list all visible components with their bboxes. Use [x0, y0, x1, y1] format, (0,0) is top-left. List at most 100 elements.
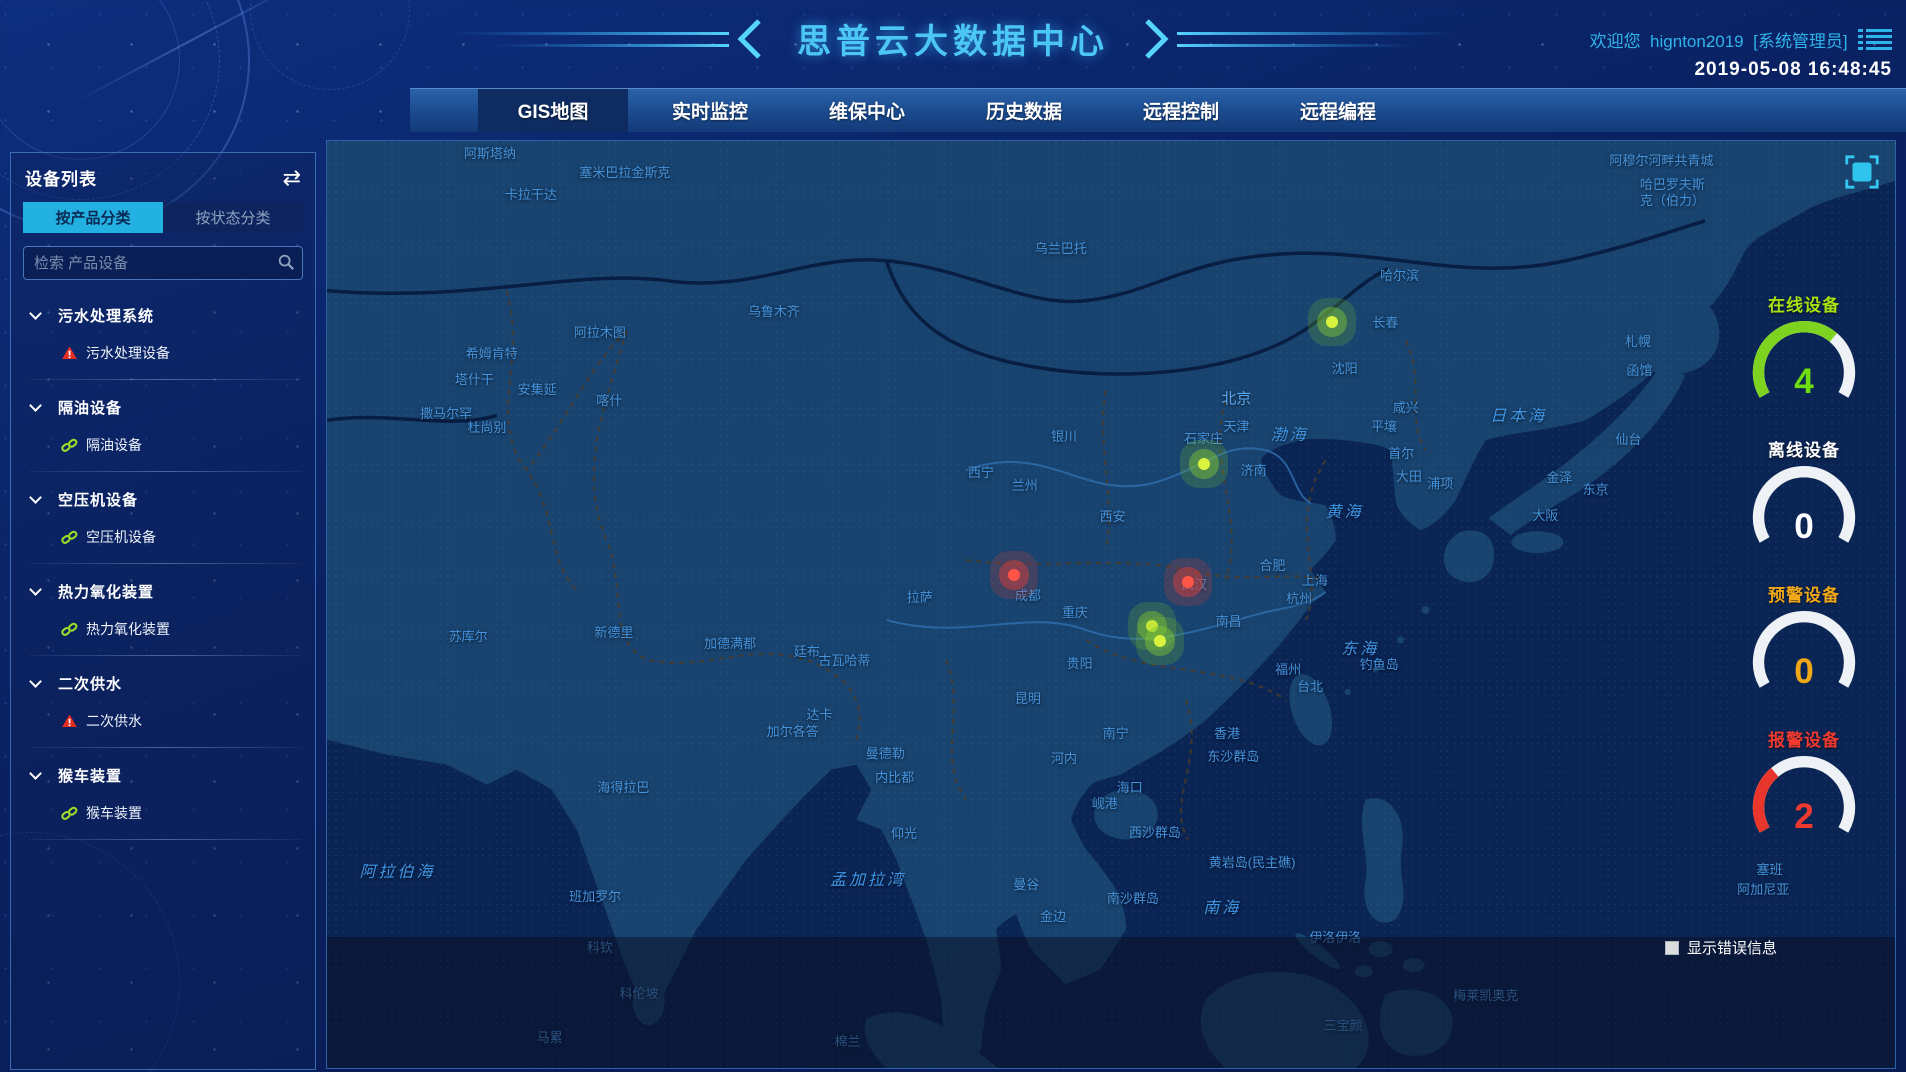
- user-role: [系统管理员]: [1753, 32, 1848, 51]
- gis-map[interactable]: 阿斯塔纳 塞米巴拉金斯克 卡拉干达 乌兰巴托 乌鲁木齐 阿拉木图 希姆肯特 塔什干 安集延 喀什撒…: [326, 140, 1896, 1069]
- tree-device-item[interactable]: 空压机设备: [23, 519, 303, 555]
- swap-arrows-icon[interactable]: ⇄: [282, 164, 301, 190]
- datetime: 2019-05-08 16:48:45: [1694, 59, 1892, 80]
- tree-device-label: 热力氧化装置: [86, 621, 170, 637]
- chevron-down-icon: [29, 307, 42, 320]
- gauge-label: 预警设备: [1768, 586, 1840, 605]
- gauge-value: 2: [1794, 797, 1814, 836]
- search-input[interactable]: [23, 246, 303, 280]
- link-icon: [61, 622, 78, 636]
- divider: [29, 471, 301, 472]
- chevron-down-icon: [29, 399, 42, 412]
- tree-group[interactable]: 隔油设备: [23, 388, 303, 427]
- nav-tab[interactable]: 实时监控: [671, 102, 748, 123]
- tree-group[interactable]: 污水处理系统: [23, 296, 303, 335]
- nav-tab[interactable]: 远程控制: [1142, 102, 1219, 123]
- show-errors-row[interactable]: 显示错误信息: [1664, 937, 1777, 958]
- tree-group[interactable]: 猴车装置: [23, 756, 303, 795]
- tree-group[interactable]: 空压机设备: [23, 480, 303, 519]
- gauge-label: 报警设备: [1768, 731, 1840, 750]
- tree-device-item[interactable]: 猴车装置: [23, 795, 303, 831]
- tree-device-label: 猴车装置: [86, 805, 142, 821]
- nav-tab[interactable]: 历史数据: [985, 102, 1062, 123]
- gauge-arc: 2: [1752, 756, 1856, 836]
- show-errors-checkbox[interactable]: [1664, 940, 1679, 955]
- nav-tab[interactable]: 远程编程: [1299, 102, 1376, 123]
- tree-device-item[interactable]: 二次供水: [23, 703, 303, 739]
- gauge-arc: 0: [1752, 466, 1856, 546]
- device-marker-online[interactable]: [1153, 634, 1166, 647]
- tree-group-label: 二次供水: [58, 676, 123, 693]
- fullscreen-icon[interactable]: [1843, 153, 1881, 191]
- gauge-arc: 0: [1752, 611, 1856, 691]
- sidebar-tab[interactable]: 按产品分类: [23, 202, 163, 233]
- show-errors-label: 显示错误信息: [1686, 940, 1777, 957]
- nav-bar: GIS地图 实时监控 维保中心 历史数据 远程控制 远程编程: [410, 88, 1906, 132]
- gauge-column: 在线设备 4 离线设备 0 预警设备 0 报警设备 2: [1729, 291, 1879, 871]
- tree-device-label: 空压机设备: [86, 529, 156, 545]
- tree-device-label: 二次供水: [86, 713, 142, 729]
- tree-group-label: 热力氧化装置: [58, 584, 155, 601]
- divider: [29, 563, 301, 564]
- list-menu-icon[interactable]: [1858, 26, 1892, 53]
- link-icon: [61, 438, 78, 452]
- gauge: 离线设备 0: [1729, 436, 1879, 559]
- device-marker-online[interactable]: [1197, 457, 1210, 470]
- tree-device-label: 污水处理设备: [86, 345, 170, 361]
- rivers: [886, 447, 1327, 640]
- device-marker-online[interactable]: [1326, 315, 1339, 328]
- gauge-arc: 4: [1752, 321, 1856, 401]
- nav-tabs: GIS地图 实时监控 维保中心 历史数据 远程控制 远程编程: [478, 89, 1420, 132]
- nav-tab[interactable]: GIS地图: [478, 89, 628, 132]
- chevron-down-icon: [29, 491, 42, 504]
- country-borders: [327, 219, 1706, 423]
- gauge-label: 离线设备: [1768, 441, 1840, 460]
- gauge: 在线设备 4: [1729, 291, 1879, 414]
- gauge-value: 0: [1794, 652, 1814, 691]
- tree-group[interactable]: 热力氧化装置: [23, 572, 303, 611]
- device-marker-alarm[interactable]: [1181, 576, 1194, 589]
- divider: [29, 655, 301, 656]
- chevron-down-icon: [29, 767, 42, 780]
- nav-tab[interactable]: 维保中心: [828, 102, 905, 123]
- sidebar-title: 设备列表: [25, 170, 97, 189]
- gauge: 报警设备 2: [1729, 726, 1879, 849]
- device-tree: 污水处理系统 污水处理设备 隔油设备 隔油设备 空压机设备 空压机设备 热力氧化装置 热力氧化…: [23, 296, 303, 840]
- province-borders: [505, 290, 1427, 840]
- gauge-label: 在线设备: [1768, 296, 1840, 315]
- tree-group[interactable]: 二次供水: [23, 664, 303, 703]
- sidebar-tabs: 按产品分类 按状态分类: [23, 202, 303, 233]
- username: hignton2019: [1650, 32, 1744, 51]
- divider: [29, 379, 301, 380]
- warning-icon: [62, 714, 77, 727]
- divider: [29, 747, 301, 748]
- page-title: 思普云大数据中心: [797, 23, 1109, 61]
- gauge-value: 0: [1794, 507, 1814, 546]
- search-icon[interactable]: [277, 253, 295, 271]
- header-decor-left: [449, 18, 761, 59]
- link-icon: [61, 530, 78, 544]
- chevron-down-icon: [29, 583, 42, 596]
- link-icon: [61, 806, 78, 820]
- gauge-value: 4: [1794, 362, 1814, 401]
- warning-icon: [62, 346, 77, 359]
- device-marker-online[interactable]: [1145, 619, 1158, 632]
- device-marker-alarm[interactable]: [1007, 568, 1020, 581]
- divider: [29, 839, 301, 840]
- sidebar-tab[interactable]: 按状态分类: [163, 202, 303, 233]
- tree-device-item[interactable]: 隔油设备: [23, 427, 303, 463]
- tree-group-label: 污水处理系统: [58, 308, 155, 325]
- welcome-text: 欢迎您 hignton2019 [系统管理员]: [1589, 32, 1848, 51]
- map-base: [327, 141, 1895, 1068]
- tree-group-label: 猴车装置: [58, 768, 123, 785]
- tree-device-item[interactable]: 污水处理设备: [23, 335, 303, 371]
- header: 思普云大数据中心 欢迎您 hignton2019 [系统管理员] 2019-05…: [0, 0, 1906, 86]
- chevron-down-icon: [29, 675, 42, 688]
- tree-device-label: 隔油设备: [86, 437, 142, 453]
- tree-group-label: 空压机设备: [58, 492, 139, 509]
- tree-group-label: 隔油设备: [58, 400, 123, 417]
- tree-device-item[interactable]: 热力氧化装置: [23, 611, 303, 647]
- header-decor-right: [1145, 18, 1457, 59]
- gauge: 预警设备 0: [1729, 581, 1879, 704]
